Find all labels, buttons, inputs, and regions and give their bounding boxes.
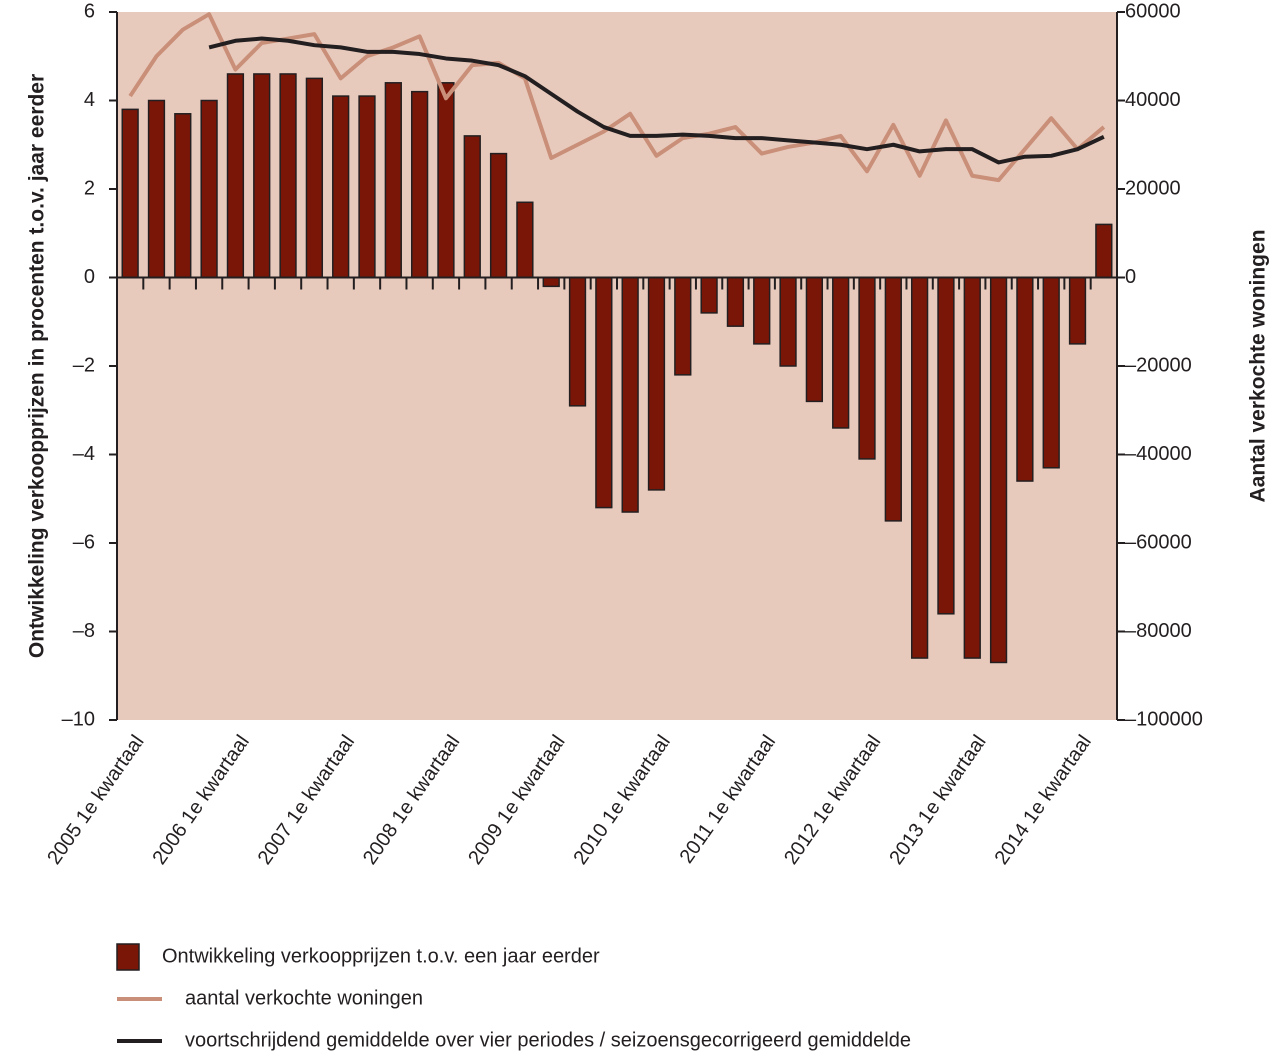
bar [332, 95, 350, 279]
bar [779, 276, 797, 367]
bar [726, 276, 745, 327]
x-tick-label: 2014 1e kwartaal [991, 731, 1096, 868]
bar [200, 99, 218, 279]
bar [963, 276, 981, 659]
legend-swatch [116, 943, 140, 971]
bar [805, 276, 824, 403]
x-tick-label: 2008 1e kwartaal [359, 731, 464, 868]
bar [121, 108, 139, 279]
legend-label: Ontwikkeling verkoopprijzen t.o.v. een j… [162, 945, 600, 967]
legend-label: voortschrijdend gemiddelde over vier per… [185, 1029, 911, 1051]
bar [305, 77, 324, 279]
x-tick-label: 2011 1e kwartaal [676, 731, 781, 867]
y-axis-label: Ontwikkeling verkoopprijzen in procenten… [26, 74, 49, 658]
bar [489, 152, 508, 279]
bar [1042, 276, 1060, 469]
bar [674, 276, 692, 376]
y2-tick-label: –40000 [1125, 443, 1192, 465]
bar [858, 276, 876, 460]
y-tick-label: –6 [73, 531, 95, 553]
y2-tick-label: –100000 [1125, 708, 1203, 730]
y2-tick-label: 20000 [1125, 177, 1181, 199]
bar [226, 73, 245, 279]
bar [1068, 276, 1087, 345]
y-tick-label: 2 [84, 177, 95, 199]
y-tick-label: 0 [84, 266, 95, 288]
bar [253, 73, 271, 279]
bar [174, 113, 192, 279]
bar [700, 276, 718, 314]
bar [463, 135, 481, 279]
y2-tick-label: –20000 [1125, 354, 1192, 376]
line [128, 12, 1106, 183]
x-tick-label: 2012 1e kwartaal [780, 731, 885, 868]
bar [358, 95, 376, 279]
legend-label: aantal verkochte woningen [185, 987, 423, 1009]
y2-axis-label: Aantal verkochte woningen [1247, 229, 1270, 502]
x-tick-label: 2007 1e kwartaal [254, 731, 359, 868]
bar [647, 276, 666, 491]
x-tick-label: 2005 1e kwartaal [43, 731, 148, 868]
y-tick-label: 4 [84, 89, 95, 111]
y2-tick-label: 60000 [1125, 0, 1181, 22]
line [208, 36, 1105, 165]
bar [542, 276, 560, 288]
bar [595, 276, 613, 509]
bar [410, 90, 429, 279]
y2-tick-label: –80000 [1125, 620, 1192, 642]
bar [1095, 223, 1113, 279]
bar [437, 82, 455, 279]
bar [279, 73, 297, 279]
y-tick-label: –10 [62, 708, 95, 730]
bar [884, 276, 902, 522]
bar [910, 276, 929, 659]
bar [989, 276, 1008, 664]
bar [147, 99, 166, 279]
bar [384, 82, 402, 279]
y2-tick-label: –60000 [1125, 531, 1192, 553]
y-tick-label: –8 [73, 620, 95, 642]
bar [832, 276, 850, 429]
bar [1016, 276, 1034, 482]
y-tick-label: –4 [73, 443, 95, 465]
bar [621, 276, 639, 513]
bar [937, 276, 955, 615]
x-tick-label: 2009 1e kwartaal [464, 731, 569, 868]
x-tick-label: 2013 1e kwartaal [885, 731, 990, 868]
bar [568, 276, 587, 407]
y-tick-label: –2 [73, 354, 95, 376]
y-tick-label: 6 [84, 0, 95, 22]
bar [516, 201, 534, 279]
bar [753, 276, 771, 345]
y2-tick-label: 40000 [1125, 89, 1181, 111]
y2-tick-label: 0 [1125, 266, 1136, 288]
x-tick-label: 2010 1e kwartaal [570, 731, 675, 868]
x-tick-label: 2006 1e kwartaal [148, 731, 253, 868]
